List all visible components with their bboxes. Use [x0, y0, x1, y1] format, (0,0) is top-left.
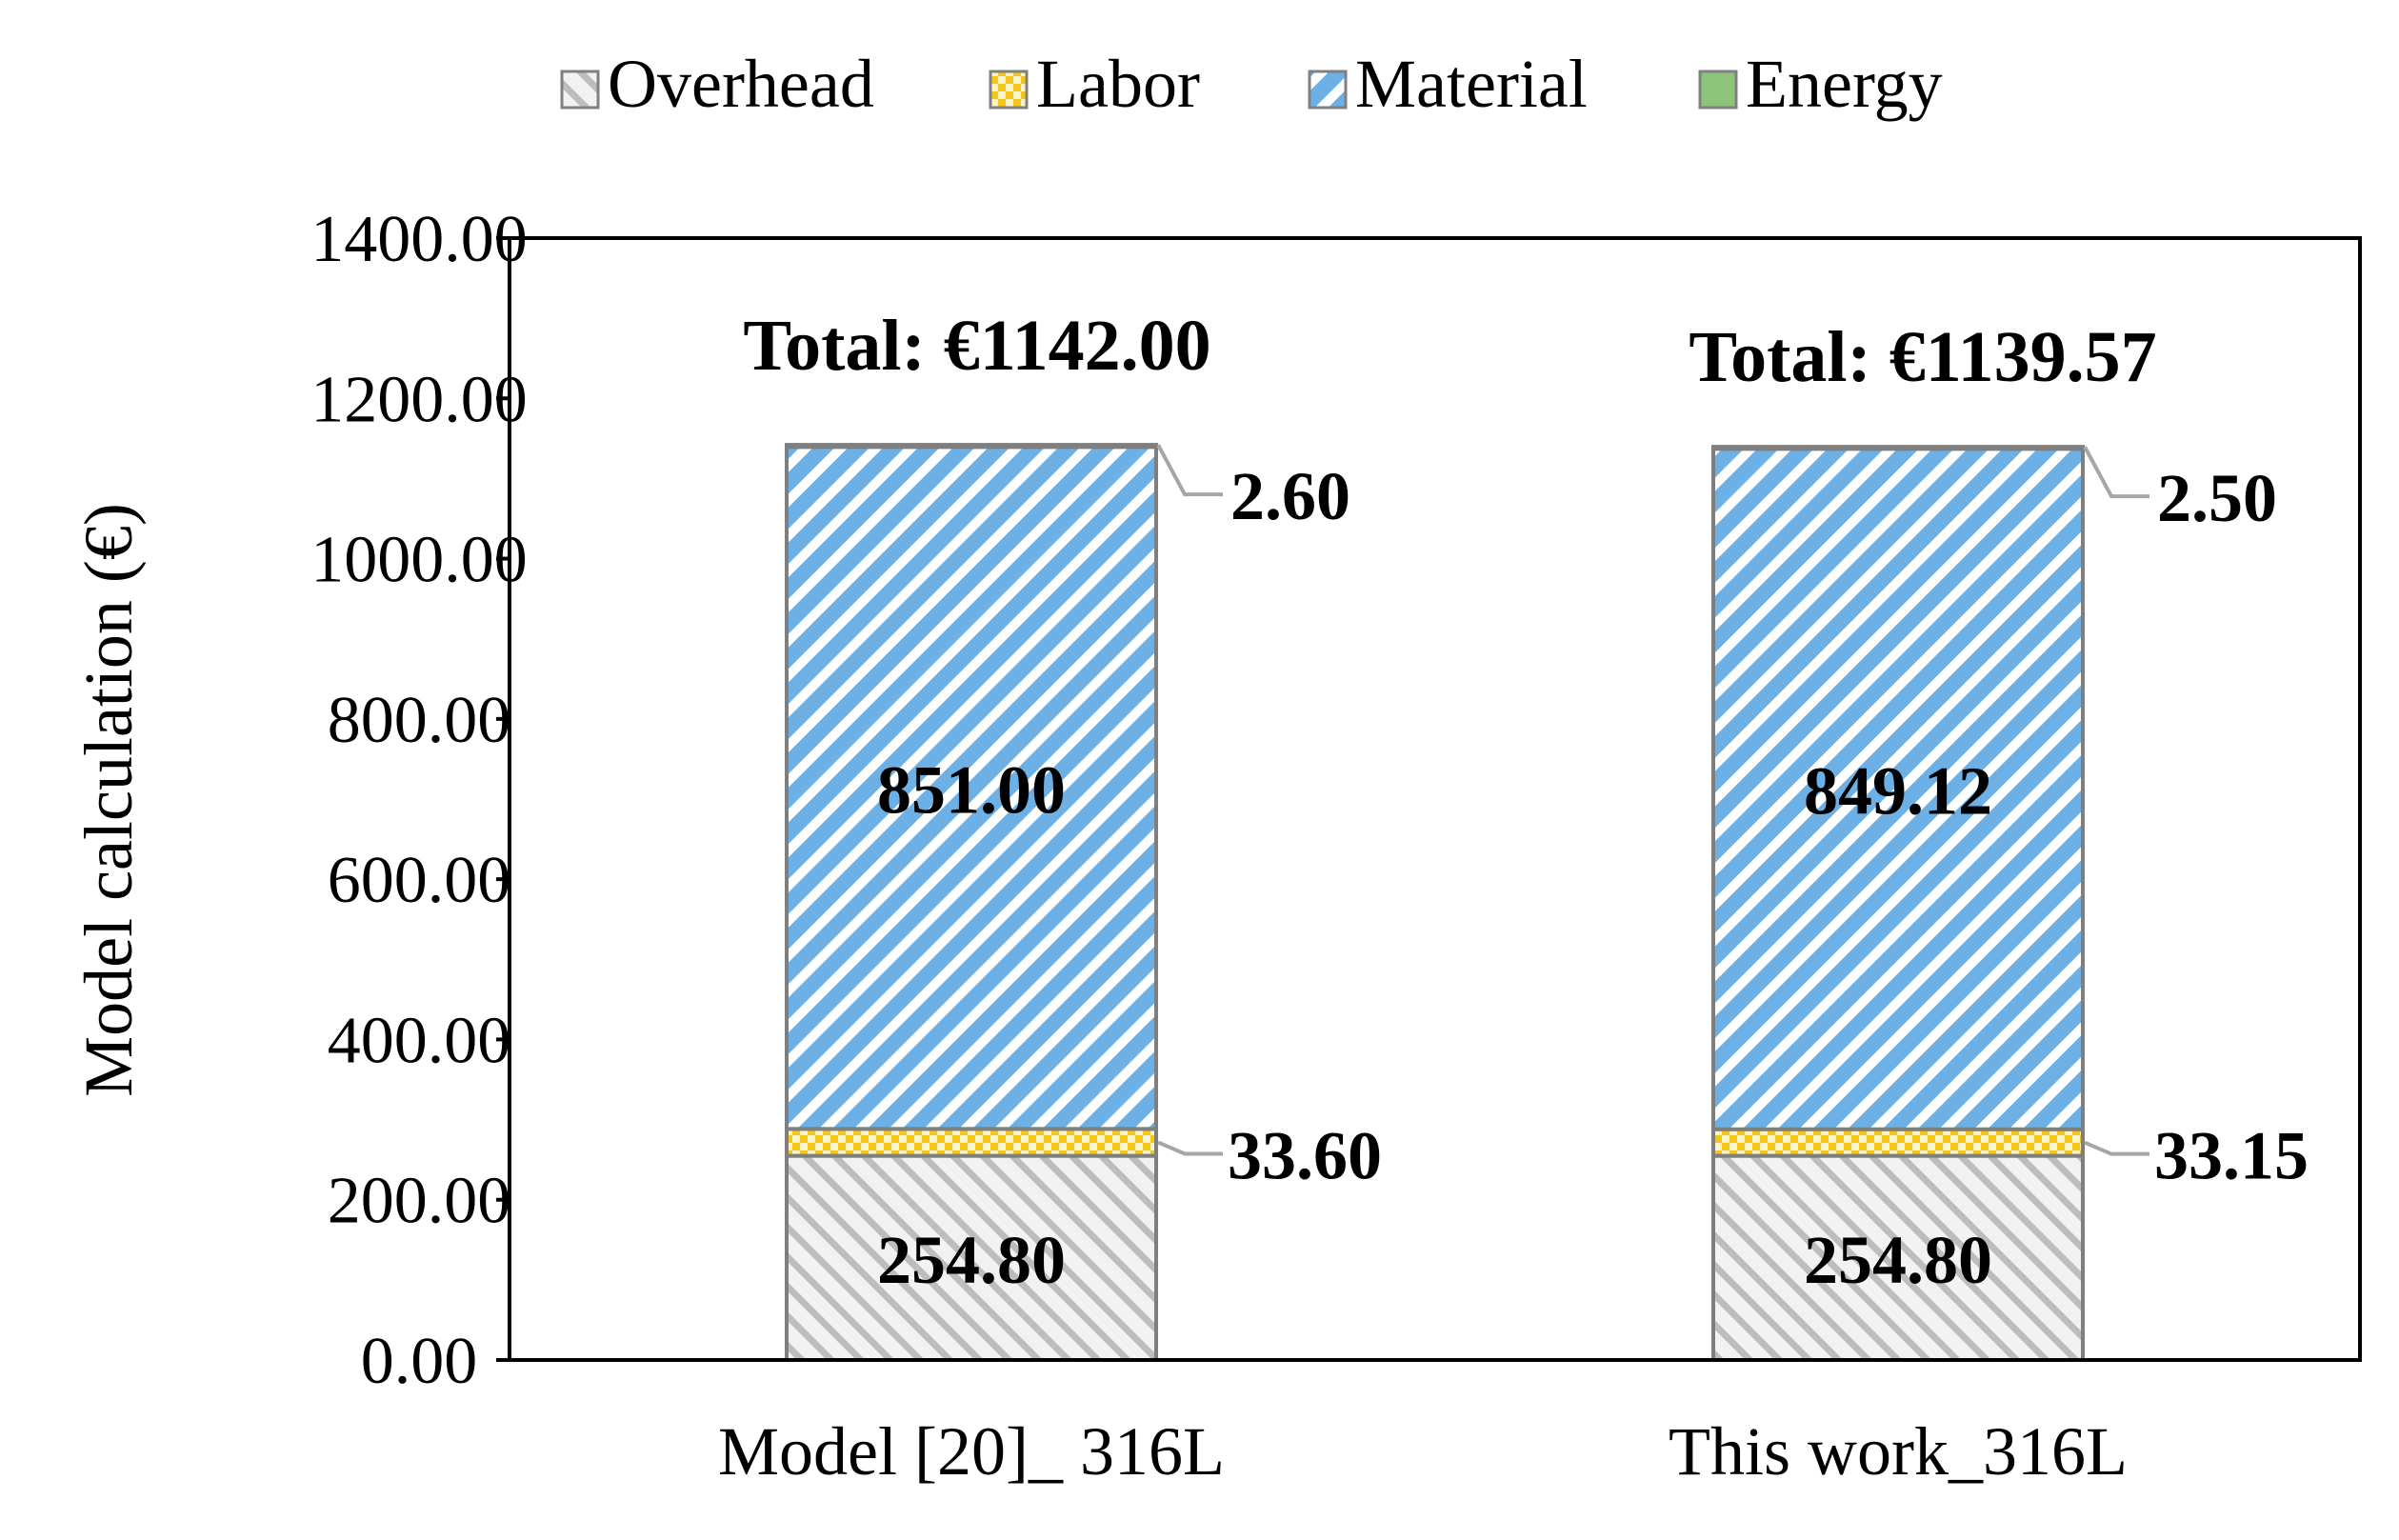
leader-line-labor-2 — [2084, 1140, 2149, 1156]
legend: Overhead Labor Material Energy — [560, 46, 1943, 122]
data-label-energy-2: 2.50 — [2157, 460, 2277, 536]
legend-label-material: Material — [1355, 46, 1588, 122]
x-tick-label-2: This work_316L — [1669, 1413, 2128, 1490]
legend-label-energy: Energy — [1746, 46, 1943, 122]
data-label-labor-1: 33.60 — [1228, 1117, 1382, 1193]
y-tick-label: 200.00 — [328, 1165, 511, 1238]
bar-material-2 — [1711, 447, 2085, 1131]
legend-label-labor: Labor — [1036, 46, 1200, 122]
x-axis-ticks: Model [20]_ 316L This work_316L — [718, 1413, 2128, 1490]
data-label-overhead-1: 254.80 — [877, 1222, 1066, 1298]
plot-area-frame — [508, 236, 2362, 1362]
legend-label-overhead: Overhead — [608, 46, 874, 122]
bar-energy-2 — [1711, 445, 2085, 451]
x-tick-label-1: Model [20]_ 316L — [718, 1413, 1225, 1490]
data-label-material-2: 849.12 — [1804, 752, 1992, 829]
leader-line-energy-2 — [2083, 446, 2149, 499]
data-label-labor-2: 33.15 — [2154, 1118, 2309, 1194]
data-label-energy-1: 2.60 — [1230, 458, 1350, 534]
total-label-1: Total: €1142.00 — [743, 306, 1210, 386]
legend-swatch-labor — [989, 70, 1029, 110]
y-tick-label: 1200.00 — [310, 363, 528, 436]
bar-labor-2 — [1711, 1127, 2085, 1158]
bar-overhead-2 — [1711, 1153, 2085, 1362]
data-label-material-1: 851.00 — [877, 751, 1066, 828]
bar-material-1 — [785, 445, 1158, 1131]
plot-frame-group — [508, 236, 2362, 1362]
y-axis-title-group: Model calculation (€) — [70, 503, 147, 1097]
data-labels-group: 254.80 851.00 33.60 2.60 Total: €1142.00 254.… — [743, 306, 2309, 1298]
bar-energy-1 — [785, 443, 1158, 450]
bar-labor-1 — [785, 1127, 1158, 1158]
y-tick-label: 400.00 — [328, 1004, 511, 1077]
y-tick-label: 600.00 — [328, 844, 511, 917]
data-label-overhead-2: 254.80 — [1804, 1222, 1992, 1298]
legend-swatch-overhead — [560, 70, 600, 110]
y-tick-label: 1000.00 — [310, 524, 528, 597]
y-tick-label: 800.00 — [328, 684, 511, 757]
leader-line-energy-1 — [1156, 444, 1223, 497]
legend-swatch-energy — [1698, 70, 1738, 110]
y-axis-ticks: 0.00 200.00 400.00 600.00 800.00 1000.00 1200.… — [310, 203, 528, 1398]
bar-overhead-1 — [785, 1153, 1158, 1362]
y-axis-title: Model calculation (€) — [70, 503, 147, 1097]
total-label-2: Total: €1139.57 — [1689, 317, 2156, 397]
y-tick-label: 0.00 — [361, 1325, 478, 1398]
bars-group — [785, 443, 2085, 1362]
y-tick-label: 1400.00 — [310, 203, 528, 276]
leader-line-labor-1 — [1157, 1140, 1223, 1156]
legend-swatch-material — [1308, 70, 1348, 110]
